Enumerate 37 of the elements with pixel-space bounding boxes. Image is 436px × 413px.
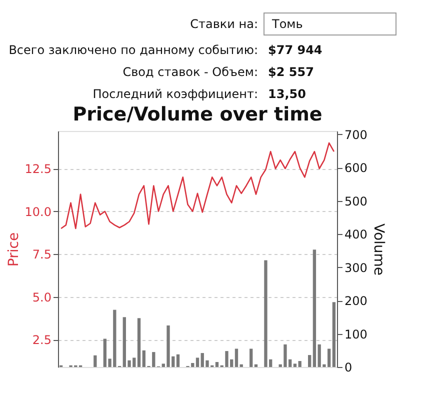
y-tick-label: 7.5	[32, 248, 52, 262]
y2-tick-label: 500	[344, 194, 368, 208]
y2-tick-label: 0	[344, 360, 352, 374]
bar	[298, 361, 302, 367]
bar	[234, 348, 238, 367]
line-series	[60, 142, 335, 230]
bar	[312, 250, 316, 367]
text: $2 557	[268, 65, 314, 79]
text: Последний коэффициент:	[92, 87, 258, 101]
text: Томь	[271, 17, 303, 31]
y-tick-label: 2.5	[32, 333, 52, 348]
bar	[215, 362, 219, 367]
y2-tick-label: 100	[344, 327, 368, 342]
bar	[293, 364, 297, 367]
y-tick-label: 10.0	[24, 204, 52, 219]
text: Всего заключено по данному событию:	[8, 43, 258, 57]
y2-tick-label: 600	[344, 161, 368, 176]
bar	[137, 318, 141, 367]
text: 13,50	[268, 87, 306, 101]
y2-tick-label: 300	[344, 260, 368, 275]
bar	[94, 355, 97, 367]
y-tick-label: 12.5	[24, 162, 52, 176]
bar	[196, 358, 200, 367]
y-axis-title: Price	[6, 232, 22, 267]
bar	[176, 354, 180, 367]
y2-tick-label: 400	[344, 228, 368, 242]
y2-tick-label: 200	[344, 294, 368, 308]
bar	[250, 348, 253, 367]
text: Свод ставок - Объем:	[122, 65, 258, 79]
text: $77 944	[268, 43, 322, 57]
y-tick-label: 5.0	[32, 290, 52, 304]
y2-tick-label: 700	[344, 128, 368, 142]
y2-axis-title: Volume	[370, 223, 386, 276]
bar	[308, 355, 312, 367]
chart-title: Price/Volume over time	[72, 103, 322, 126]
bar	[332, 302, 336, 367]
text: Ставки на:	[190, 17, 258, 31]
